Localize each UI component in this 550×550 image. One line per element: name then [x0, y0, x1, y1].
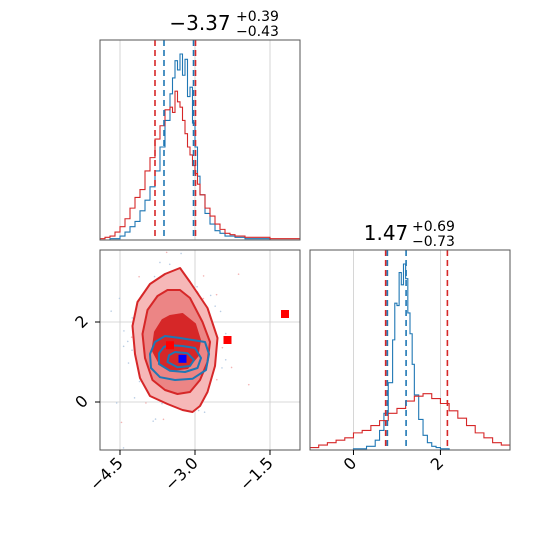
marker-square — [281, 310, 289, 318]
panel-bottom-right-frame — [309, 249, 511, 451]
scatter-point — [221, 367, 223, 369]
marker-square — [223, 336, 232, 344]
scatter-point — [118, 297, 121, 300]
scatter-point — [127, 362, 130, 364]
scatter-point — [122, 447, 125, 449]
scatter-point — [216, 378, 218, 381]
scatter-point — [133, 397, 136, 399]
panel-bottom-right-quantile-lines — [384, 250, 449, 450]
x-tick-label: 2 — [427, 453, 448, 474]
marker-square — [166, 341, 174, 350]
scatter-point — [145, 402, 147, 404]
scatter-point — [224, 359, 227, 361]
blue-contour-middle — [158, 344, 202, 373]
scatter-point — [202, 297, 205, 300]
panel-top-left-title: −3.37 — [169, 11, 230, 35]
panel-top-left-histogram: −3.37 +0.39 −0.43 — [99, 9, 301, 241]
panel-bottom-right-grid — [353, 250, 441, 450]
blue-contour-inner — [166, 351, 195, 369]
marker-square — [178, 354, 187, 363]
x-tick-label: −4.5 — [86, 453, 127, 494]
panel-bottom-right-title-sup: +0.69 — [412, 219, 455, 235]
red-contour-inner — [151, 313, 201, 371]
scatter-point — [180, 252, 182, 255]
scatter-point — [215, 293, 218, 296]
scatter-point — [168, 263, 171, 266]
panel-top-left-title-sub: −0.43 — [236, 24, 279, 40]
panel-top-left-quantile-lines — [154, 40, 197, 240]
scatter-point — [154, 418, 157, 420]
panel-bottom-left-contour: −4.5 −3.0 −1.5 02 — [71, 249, 301, 494]
panel-bottom-left-markers — [166, 310, 289, 363]
scatter-point — [196, 285, 198, 288]
scatter-point — [131, 317, 134, 319]
scatter-point — [219, 310, 222, 313]
scatter-point — [209, 294, 212, 297]
scatter-point — [214, 305, 216, 307]
scatter-point — [161, 402, 163, 405]
scatter-point — [138, 275, 140, 278]
scatter-point — [138, 380, 141, 383]
panel-bottom-left-contours — [131, 267, 219, 413]
x-tick-label: −3.0 — [161, 453, 202, 494]
panel-top-left-title-sup: +0.39 — [236, 9, 279, 25]
x-tick-label: 0 — [340, 453, 361, 474]
scatter-point — [130, 336, 133, 338]
scatter-point — [159, 261, 161, 264]
panel-bottom-left-xticks: −4.5 −3.0 −1.5 — [86, 450, 277, 494]
panel-top-left-histograms — [100, 53, 300, 240]
scatter-point — [126, 340, 129, 343]
scatter-point — [162, 418, 165, 421]
histogram-series — [100, 53, 300, 240]
scatter-point — [237, 273, 240, 275]
scatter-point — [123, 330, 125, 332]
scatter-point — [120, 421, 123, 424]
panel-bottom-right-title: 1.47 — [364, 221, 409, 245]
y-tick-label: 2 — [71, 311, 92, 332]
panel-bottom-right-title-sub: −0.73 — [412, 234, 455, 250]
scatter-point — [115, 402, 118, 404]
panel-top-left-frame — [99, 39, 301, 241]
scatter-point — [230, 366, 233, 369]
scatter-point — [85, 308, 87, 310]
scatter-point — [131, 349, 133, 351]
scatter-point — [247, 383, 250, 386]
scatter-point — [153, 275, 156, 278]
scatter-point — [197, 409, 200, 412]
scatter-point — [165, 251, 168, 254]
x-tick-label: −1.5 — [236, 453, 277, 494]
scatter-point — [202, 275, 205, 277]
panel-bottom-left-yticks: 02 — [71, 311, 100, 412]
histogram-series — [100, 90, 300, 240]
y-tick-label: 0 — [71, 391, 92, 412]
scatter-point — [221, 346, 224, 349]
scatter-point — [152, 420, 154, 422]
scatter-point — [203, 411, 206, 414]
blue-contour-outer — [149, 335, 210, 381]
scatter-point — [224, 332, 227, 335]
scatter-point — [122, 345, 125, 348]
scatter-point — [110, 310, 112, 312]
